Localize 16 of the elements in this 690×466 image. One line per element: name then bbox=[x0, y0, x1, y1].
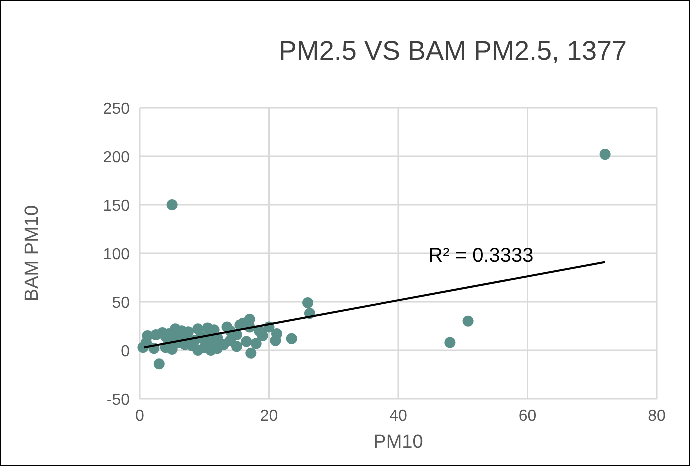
chart-title: PM2.5 VS BAM PM2.5, 1377 bbox=[278, 36, 628, 66]
y-axis-title: BAM PM10 bbox=[22, 205, 43, 302]
annotation: R² = 0.3333 bbox=[428, 245, 534, 268]
x-tick-label: 80 bbox=[648, 408, 666, 425]
y-tick-label: -50 bbox=[106, 392, 130, 409]
y-tick-label: 50 bbox=[112, 295, 130, 312]
x-tick-label: 40 bbox=[390, 408, 408, 425]
x-axis-title: PM10 bbox=[374, 432, 424, 453]
y-tick-label: 250 bbox=[103, 101, 130, 118]
y-tick-label: 150 bbox=[103, 198, 130, 215]
y-tick-label: 0 bbox=[121, 344, 130, 360]
x-tick-label: 20 bbox=[260, 408, 278, 425]
y-tick-label: 200 bbox=[103, 150, 130, 166]
x-tick-label: 0 bbox=[136, 408, 145, 425]
y-tick-label: 100 bbox=[103, 246, 130, 264]
x-tick-label: 60 bbox=[518, 408, 537, 425]
